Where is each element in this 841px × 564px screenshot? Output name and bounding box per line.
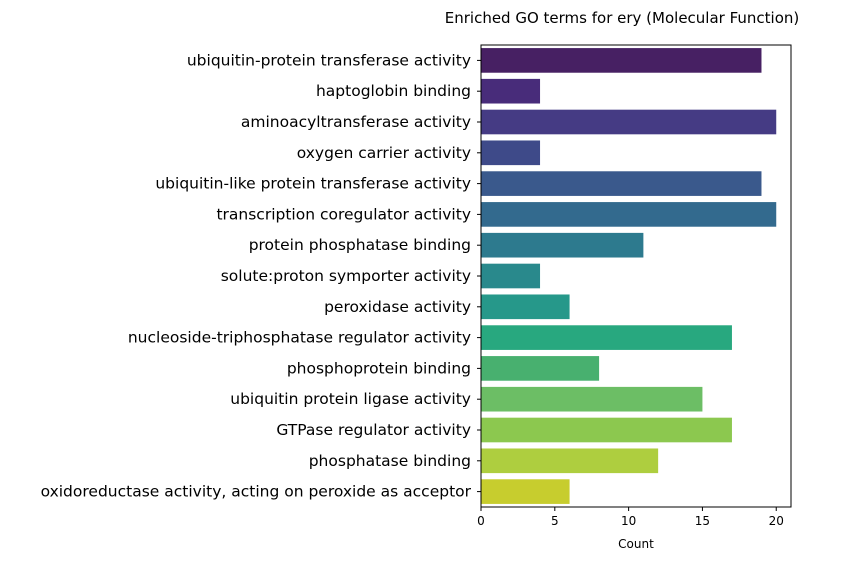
bar bbox=[481, 325, 732, 350]
x-tick-label: 15 bbox=[695, 514, 710, 528]
category-label: peroxidase activity bbox=[324, 298, 471, 316]
bar bbox=[481, 263, 541, 289]
chart-title: Enriched GO terms for ery (Molecular Fun… bbox=[445, 9, 800, 27]
x-tick-label: 10 bbox=[621, 514, 636, 528]
bar bbox=[481, 356, 600, 381]
category-label: aminoacyltransferase activity bbox=[241, 113, 471, 131]
bar bbox=[481, 48, 762, 73]
category-label: GTPase regulator activity bbox=[276, 421, 471, 439]
category-label: ubiquitin protein ligase activity bbox=[230, 390, 471, 408]
category-label: haptoglobin binding bbox=[316, 82, 471, 100]
bar bbox=[481, 386, 703, 412]
bar bbox=[481, 171, 762, 196]
bar bbox=[481, 232, 644, 258]
category-label: phosphoprotein binding bbox=[287, 359, 471, 377]
bar bbox=[481, 109, 777, 135]
plot-frame bbox=[480, 44, 792, 508]
bar bbox=[481, 78, 541, 104]
x-tick-label: 20 bbox=[769, 514, 784, 528]
category-label: ubiquitin-protein transferase activity bbox=[187, 51, 471, 69]
bar bbox=[481, 294, 570, 320]
bar bbox=[481, 202, 777, 227]
bar bbox=[481, 417, 732, 443]
category-label: oxygen carrier activity bbox=[297, 144, 471, 162]
category-label: transcription coregulator activity bbox=[216, 205, 471, 223]
category-label: oxidoreductase activity, acting on perox… bbox=[41, 483, 472, 501]
category-label: solute:proton symporter activity bbox=[221, 267, 471, 285]
x-axis: 0 5 10 15 20 bbox=[477, 507, 784, 528]
category-label: protein phosphatase binding bbox=[249, 236, 471, 254]
x-tick-label: 0 bbox=[477, 514, 485, 528]
x-tick-label: 5 bbox=[551, 514, 559, 528]
bar bbox=[481, 479, 570, 504]
bar bbox=[481, 448, 659, 474]
category-labels: ubiquitin-protein transferase activity ha… bbox=[41, 51, 481, 501]
category-label: ubiquitin-like protein transferase activ… bbox=[155, 175, 471, 193]
x-axis-title: Count bbox=[618, 537, 654, 551]
bar bbox=[481, 140, 541, 166]
category-label: phosphatase binding bbox=[309, 452, 471, 470]
bars-group bbox=[481, 48, 777, 504]
category-label: nucleoside-triphosphatase regulator acti… bbox=[128, 329, 471, 347]
